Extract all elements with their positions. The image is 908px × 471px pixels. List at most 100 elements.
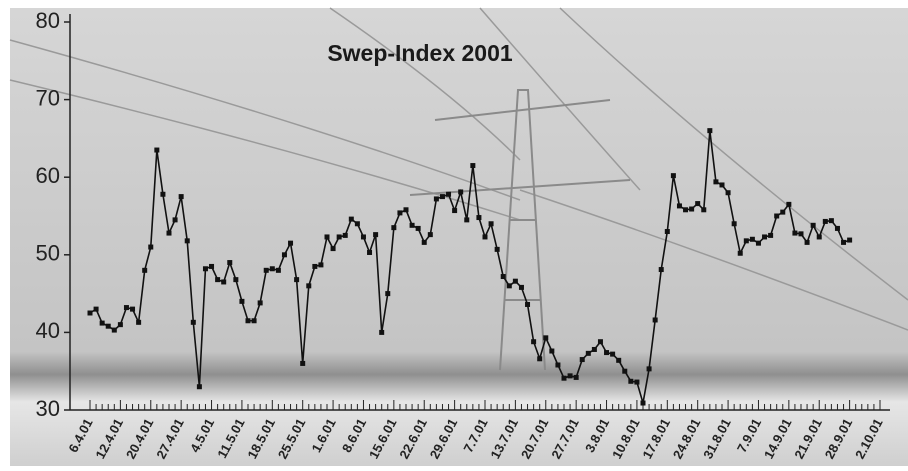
data-point xyxy=(732,221,737,226)
data-point xyxy=(458,189,463,194)
data-point xyxy=(306,283,311,288)
data-point xyxy=(276,268,281,273)
data-point xyxy=(720,182,725,187)
data-point xyxy=(683,207,688,212)
data-point xyxy=(233,277,238,282)
data-point xyxy=(641,401,646,406)
data-point xyxy=(264,268,269,273)
data-point xyxy=(446,192,451,197)
data-point xyxy=(294,277,299,282)
data-point xyxy=(695,201,700,206)
data-point xyxy=(397,210,402,215)
data-point xyxy=(404,207,409,212)
data-point xyxy=(513,279,518,284)
data-point xyxy=(331,246,336,251)
data-point xyxy=(434,196,439,201)
data-point xyxy=(154,148,159,153)
data-point xyxy=(112,328,117,333)
data-point xyxy=(580,357,585,362)
data-point xyxy=(185,238,190,243)
data-point xyxy=(750,237,755,242)
data-point xyxy=(361,234,366,239)
photo-background xyxy=(10,8,908,466)
data-point xyxy=(817,234,822,239)
data-point xyxy=(531,339,536,344)
data-point xyxy=(167,231,172,236)
data-point xyxy=(549,349,554,354)
data-point xyxy=(282,252,287,257)
data-point xyxy=(738,251,743,256)
data-point xyxy=(768,233,773,238)
data-point xyxy=(343,233,348,238)
data-point xyxy=(622,369,627,374)
data-point xyxy=(428,232,433,237)
data-point xyxy=(726,190,731,195)
data-point xyxy=(841,240,846,245)
y-tick-label: 80 xyxy=(36,8,60,33)
data-point xyxy=(689,207,694,212)
data-point xyxy=(744,238,749,243)
data-point xyxy=(258,300,263,305)
data-point xyxy=(337,234,342,239)
data-point xyxy=(574,375,579,380)
data-point xyxy=(507,283,512,288)
data-point xyxy=(422,240,427,245)
data-point xyxy=(786,202,791,207)
data-point xyxy=(811,223,816,228)
data-point xyxy=(106,324,111,329)
data-point xyxy=(470,163,475,168)
data-point xyxy=(239,299,244,304)
data-point xyxy=(483,234,488,239)
data-point xyxy=(823,219,828,224)
data-point xyxy=(671,173,676,178)
data-point xyxy=(288,241,293,246)
data-point xyxy=(519,285,524,290)
data-point xyxy=(713,179,718,184)
y-tick-label: 60 xyxy=(36,163,60,188)
data-point xyxy=(440,194,445,199)
data-point xyxy=(799,231,804,236)
data-point xyxy=(543,335,548,340)
data-point xyxy=(246,318,251,323)
data-point xyxy=(88,311,93,316)
y-tick-label: 50 xyxy=(36,241,60,266)
data-point xyxy=(325,234,330,239)
data-point xyxy=(197,384,202,389)
data-point xyxy=(489,221,494,226)
data-point xyxy=(659,267,664,272)
data-point xyxy=(179,194,184,199)
data-point xyxy=(835,226,840,231)
data-point xyxy=(525,302,530,307)
data-point xyxy=(367,250,372,255)
data-point xyxy=(774,214,779,219)
data-point xyxy=(829,218,834,223)
y-tick-label: 40 xyxy=(36,318,60,343)
y-tick-label: 30 xyxy=(36,396,60,421)
data-point xyxy=(628,379,633,384)
chart: Swep-Index 2001 3040506070806.4.0112.4.0… xyxy=(0,0,908,466)
data-point xyxy=(701,207,706,212)
data-point xyxy=(270,266,275,271)
data-point xyxy=(136,320,141,325)
data-point xyxy=(252,318,257,323)
data-point xyxy=(373,232,378,237)
data-point xyxy=(191,320,196,325)
data-point xyxy=(677,203,682,208)
data-point xyxy=(780,210,785,215)
data-point xyxy=(537,356,542,361)
data-point xyxy=(476,215,481,220)
data-point xyxy=(762,234,767,239)
data-point xyxy=(634,380,639,385)
data-point xyxy=(501,274,506,279)
data-point xyxy=(410,223,415,228)
y-tick-label: 70 xyxy=(36,85,60,110)
data-point xyxy=(416,226,421,231)
data-point xyxy=(355,221,360,226)
data-point xyxy=(130,307,135,312)
data-point xyxy=(805,240,810,245)
data-point xyxy=(379,330,384,335)
data-point xyxy=(124,305,129,310)
data-point xyxy=(756,241,761,246)
data-point xyxy=(616,358,621,363)
data-point xyxy=(592,347,597,352)
